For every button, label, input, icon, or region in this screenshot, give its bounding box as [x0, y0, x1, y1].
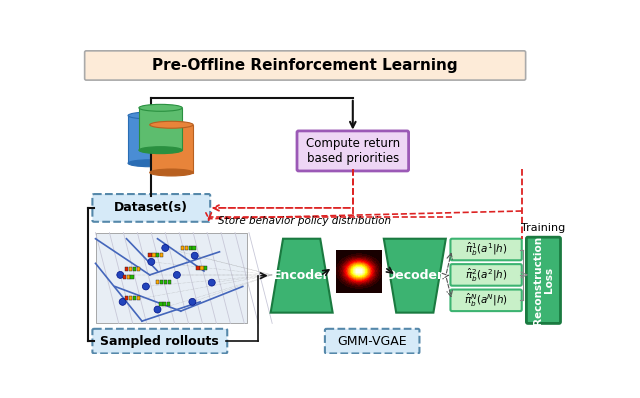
FancyBboxPatch shape [92, 329, 227, 353]
FancyBboxPatch shape [84, 51, 525, 80]
Bar [156, 280, 159, 284]
Circle shape [189, 298, 196, 305]
Polygon shape [150, 125, 193, 172]
Bar [193, 246, 196, 250]
Circle shape [173, 271, 180, 278]
Ellipse shape [150, 121, 193, 128]
Bar [136, 296, 140, 300]
FancyBboxPatch shape [527, 237, 561, 324]
Text: GMM-VGAE: GMM-VGAE [337, 335, 407, 347]
Text: Decoder: Decoder [386, 269, 444, 282]
Ellipse shape [150, 169, 193, 176]
Bar [167, 302, 170, 306]
Ellipse shape [139, 104, 182, 111]
Ellipse shape [128, 160, 172, 167]
Bar [164, 280, 167, 284]
Bar [123, 275, 126, 279]
Bar [127, 275, 130, 279]
FancyBboxPatch shape [92, 194, 210, 222]
Bar [163, 302, 166, 306]
Circle shape [117, 271, 124, 278]
FancyBboxPatch shape [451, 264, 522, 286]
FancyBboxPatch shape [95, 232, 246, 324]
Bar [125, 267, 129, 271]
Polygon shape [139, 108, 182, 150]
Bar [131, 275, 134, 279]
Bar [204, 266, 207, 269]
Text: Store behavior policy distribution: Store behavior policy distribution [218, 216, 391, 226]
Polygon shape [271, 239, 333, 313]
Bar [125, 296, 129, 300]
Circle shape [191, 252, 198, 259]
Circle shape [119, 298, 126, 305]
Text: Compute return
based priorities: Compute return based priorities [306, 137, 400, 165]
Bar [152, 254, 156, 257]
Bar [180, 246, 184, 250]
Text: Training: Training [522, 223, 566, 233]
Bar [160, 280, 163, 284]
Bar [196, 266, 200, 269]
Polygon shape [384, 239, 446, 313]
Bar [132, 267, 136, 271]
Bar [160, 254, 163, 257]
Circle shape [154, 306, 161, 313]
Polygon shape [128, 115, 172, 163]
Text: Pre-Offline Reinforcement Learning: Pre-Offline Reinforcement Learning [152, 58, 458, 73]
Bar [184, 246, 188, 250]
Bar [129, 267, 132, 271]
Circle shape [162, 244, 169, 252]
Bar [148, 254, 152, 257]
Text: Encoder: Encoder [273, 269, 330, 282]
Ellipse shape [139, 147, 182, 154]
Bar [159, 302, 163, 306]
Bar [136, 267, 140, 271]
Text: Dataset(s): Dataset(s) [115, 201, 188, 215]
Ellipse shape [128, 112, 172, 119]
Bar [129, 296, 132, 300]
Text: $\hat{\pi}^N_b(a^N|h)$: $\hat{\pi}^N_b(a^N|h)$ [464, 292, 508, 309]
Text: $\hat{\pi}^2_b(a^2|h)$: $\hat{\pi}^2_b(a^2|h)$ [465, 266, 508, 283]
Bar [132, 296, 136, 300]
Circle shape [148, 258, 155, 265]
FancyBboxPatch shape [451, 239, 522, 260]
Text: Sampled rollouts: Sampled rollouts [100, 335, 219, 347]
FancyBboxPatch shape [297, 131, 408, 171]
FancyBboxPatch shape [451, 289, 522, 311]
Text: Reconstruction
Loss: Reconstruction Loss [532, 236, 554, 325]
Circle shape [208, 279, 215, 286]
Bar [168, 280, 171, 284]
Bar [189, 246, 192, 250]
FancyBboxPatch shape [325, 329, 419, 353]
Text: $\hat{\pi}^1_b(a^1|h)$: $\hat{\pi}^1_b(a^1|h)$ [465, 241, 508, 258]
Bar [156, 254, 159, 257]
Circle shape [142, 283, 149, 290]
Bar [200, 266, 204, 269]
